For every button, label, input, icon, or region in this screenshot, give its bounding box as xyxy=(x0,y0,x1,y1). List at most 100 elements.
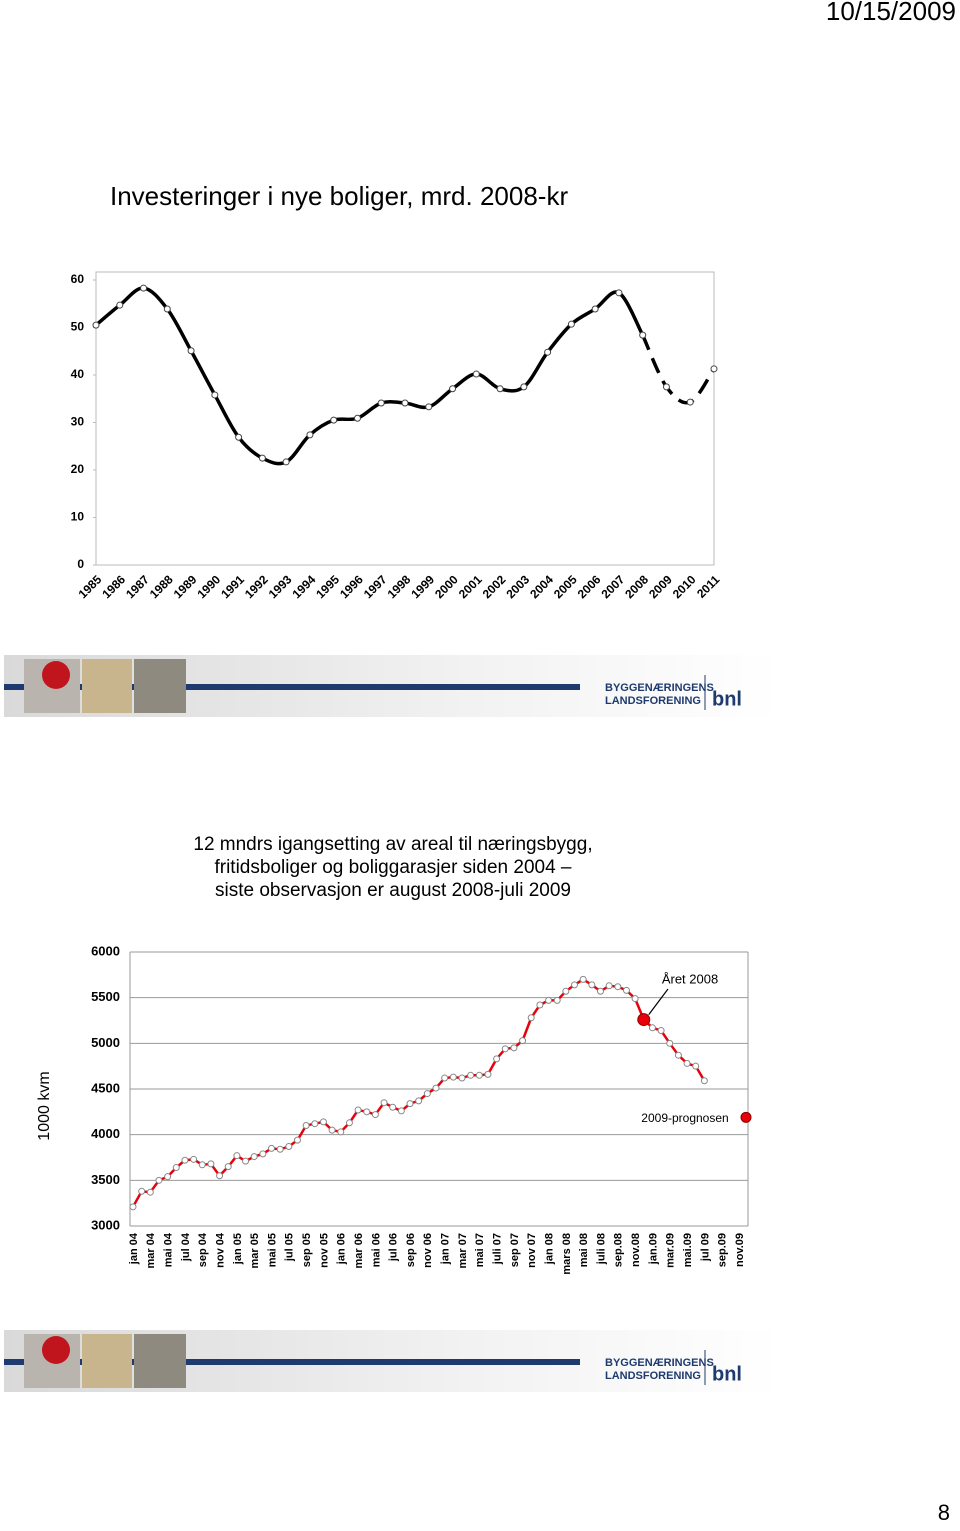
y-tick-label: 5500 xyxy=(91,989,120,1004)
data-point xyxy=(510,1044,518,1052)
data-point xyxy=(562,987,570,995)
x-tick-label: 1993 xyxy=(266,572,295,601)
data-point xyxy=(353,414,361,422)
data-point xyxy=(458,1074,466,1082)
data-point xyxy=(657,1027,665,1035)
x-tick-label: 1999 xyxy=(408,572,437,601)
x-tick-label: 2010 xyxy=(670,572,699,601)
data-point xyxy=(371,1111,379,1119)
y-tick-label: 60 xyxy=(71,272,85,286)
highlight-point xyxy=(637,1013,651,1027)
data-point xyxy=(520,383,528,391)
x-tick-label: 1998 xyxy=(385,572,414,601)
chart-title: Investeringer i nye boliger, mrd. 2008-k… xyxy=(110,181,568,211)
data-point xyxy=(363,1108,371,1116)
date: 10/15/2009 xyxy=(826,0,956,26)
banner-name: BYGGENÆRINGENS xyxy=(605,682,714,694)
x-tick-label: 2000 xyxy=(432,572,461,601)
data-point xyxy=(536,1001,544,1009)
data-point xyxy=(579,975,587,983)
data-point xyxy=(683,1059,691,1067)
x-tick-label: jul 06 xyxy=(388,1233,400,1262)
data-point xyxy=(432,1084,440,1092)
plot-border xyxy=(95,271,715,566)
x-tick-label: nov.09 xyxy=(734,1233,746,1267)
data-point xyxy=(692,1062,700,1070)
data-point xyxy=(406,1100,414,1108)
data-point xyxy=(527,1014,535,1022)
data-point xyxy=(164,1173,172,1181)
data-point xyxy=(354,1106,362,1114)
data-point xyxy=(211,391,219,399)
data-point xyxy=(397,1107,405,1115)
data-point xyxy=(588,981,596,989)
x-tick-label: mai 06 xyxy=(370,1233,382,1267)
x-tick-label: 2007 xyxy=(599,572,628,601)
x-tick-label: nov.08 xyxy=(630,1233,642,1267)
data-point xyxy=(631,995,639,1003)
data-point xyxy=(674,1051,682,1059)
x-tick-label: 2009 xyxy=(646,572,675,601)
banner-band xyxy=(4,1359,580,1365)
page-number: 8 xyxy=(938,1500,950,1525)
photo xyxy=(82,1334,132,1388)
x-tick-label: 1991 xyxy=(218,572,247,601)
data-point xyxy=(519,1037,527,1045)
banner-logo: bnl xyxy=(712,1363,742,1385)
data-point xyxy=(545,996,553,1004)
data-point xyxy=(553,996,561,1004)
x-tick-label: 2005 xyxy=(551,572,580,601)
y-axis-label: 1000 kvm xyxy=(36,1071,53,1140)
data-point xyxy=(190,1155,198,1163)
data-point xyxy=(311,1120,319,1128)
x-tick-label: 2001 xyxy=(456,572,485,601)
x-tick-label: jul 05 xyxy=(284,1233,296,1262)
x-tick-label: mar 05 xyxy=(249,1233,261,1268)
data-point xyxy=(259,1150,267,1158)
chart-title: fritidsboliger og boliggarasjer siden 20… xyxy=(214,857,571,878)
x-tick-label: nov 07 xyxy=(526,1233,538,1268)
data-point xyxy=(571,981,579,989)
banner-logo: bnl xyxy=(712,688,742,710)
data-point xyxy=(285,1143,293,1151)
data-point xyxy=(423,1090,431,1098)
data-point xyxy=(187,347,195,355)
x-tick-label: mai 05 xyxy=(266,1233,278,1267)
data-point xyxy=(472,370,480,378)
x-tick-label: mar.09 xyxy=(665,1233,677,1268)
data-point xyxy=(686,398,694,406)
data-point xyxy=(666,1039,674,1047)
data-point xyxy=(449,385,457,393)
data-point xyxy=(544,348,552,356)
data-point xyxy=(501,1045,509,1053)
x-tick-label: jan.09 xyxy=(647,1233,659,1265)
y-tick-label: 4500 xyxy=(91,1080,120,1095)
x-tick-label: 2006 xyxy=(575,572,604,601)
data-point xyxy=(614,983,622,991)
data-point xyxy=(172,1164,180,1172)
banner-name: LANDSFORENING xyxy=(605,1370,701,1382)
x-tick-label: jan 07 xyxy=(440,1233,452,1265)
data-point xyxy=(155,1176,163,1184)
x-tick-label: mar 06 xyxy=(353,1233,365,1268)
data-point xyxy=(467,1071,475,1079)
x-tick-label: jan 06 xyxy=(336,1233,348,1265)
annotation: 2009-prognosen xyxy=(641,1111,728,1125)
photo xyxy=(82,659,132,713)
data-point xyxy=(250,1153,258,1161)
data-point xyxy=(319,1118,327,1126)
data-point xyxy=(496,385,504,393)
data-point xyxy=(377,399,385,407)
data-point xyxy=(596,987,604,995)
data-point xyxy=(233,1152,241,1160)
data-point xyxy=(306,431,314,439)
photo-detail xyxy=(42,661,70,689)
data-line xyxy=(94,286,645,466)
x-tick-label: sep 05 xyxy=(301,1233,313,1267)
data-point xyxy=(389,1103,397,1111)
y-tick-label: 30 xyxy=(71,415,85,429)
x-tick-label: 1989 xyxy=(171,572,200,601)
x-tick-label: 2004 xyxy=(527,572,556,601)
